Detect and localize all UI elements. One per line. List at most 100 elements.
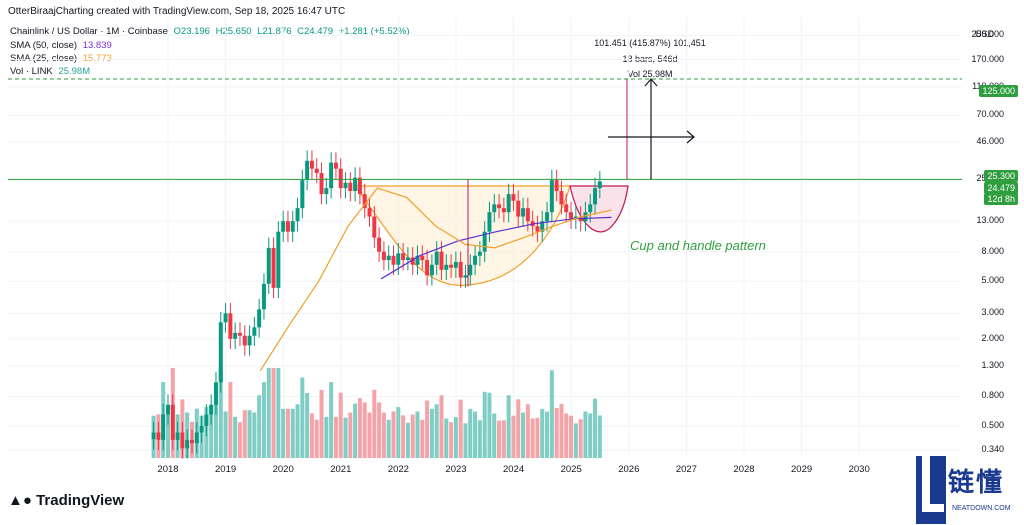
x-tick-label: 2024 [503, 464, 525, 475]
volume-bar [487, 392, 492, 458]
candle-body [588, 204, 593, 213]
candle-body [559, 191, 564, 205]
volume-bar [386, 419, 391, 458]
volume-bar [564, 413, 569, 458]
volume-bar [597, 415, 602, 458]
candle-body [314, 168, 319, 173]
candle-body [453, 261, 458, 268]
candle-body [209, 404, 214, 415]
timer-tag: 12d 8h [984, 193, 1018, 205]
volume-bar [492, 413, 497, 458]
volume-bar [549, 370, 554, 458]
volume-bar [535, 417, 540, 458]
candle-body [276, 231, 281, 288]
volume-bar [372, 389, 377, 458]
y-tick-label: 1.300 [981, 359, 1004, 370]
candle-body [420, 255, 425, 261]
chart-credit: OtterBiraajCharting created with Trading… [8, 6, 346, 17]
candle-body [223, 313, 228, 323]
volume-bar [578, 419, 583, 458]
candle-body [233, 332, 238, 339]
candle-body [242, 335, 247, 346]
volume-bar [410, 414, 415, 458]
volume-bar [285, 408, 290, 458]
candle-body [597, 181, 602, 189]
projection-arrows [467, 78, 695, 287]
arrow-up-icon [644, 78, 658, 87]
volume-legend[interactable]: Vol · LINK 25.98M [10, 66, 93, 77]
candle-body [199, 425, 204, 433]
watermark-subtext: NEATDOWN.COM [952, 505, 1011, 512]
volume-bar [401, 415, 406, 458]
candle-body [372, 216, 377, 238]
candle-body [396, 253, 401, 265]
measure-line1: 101.451 (415.87%) 101,451 [594, 38, 706, 48]
candle-body [175, 432, 180, 440]
candle-body [549, 180, 554, 213]
candle-body [381, 251, 386, 261]
sma50-label: SMA (50, close) [10, 40, 78, 51]
sma25-line [259, 187, 612, 372]
volume-bar [223, 411, 228, 458]
candle-body [545, 212, 550, 222]
candle-body [324, 188, 329, 195]
candle-body [535, 226, 540, 232]
currency-label: USD [974, 29, 994, 39]
candle-body [569, 212, 574, 219]
change-value: +1.281 (+5.52%) [338, 26, 410, 37]
candle-body [410, 257, 415, 265]
volume-bar [525, 404, 530, 458]
candle-body [492, 204, 497, 213]
candle-body [319, 172, 324, 195]
candle-body [329, 162, 334, 189]
candle-body [338, 168, 343, 189]
volume-bar [405, 422, 410, 458]
open-value: O23.196 [173, 26, 210, 37]
y-tick-label: 0.500 [981, 419, 1004, 430]
volume-bar [420, 419, 425, 458]
symbol-label: Chainlink / US Dollar · 1M · Coinbase [10, 26, 168, 37]
volume-bar [329, 382, 334, 458]
candle-body [429, 264, 434, 276]
x-tick-label: 2022 [387, 464, 409, 475]
volume-bar [396, 407, 401, 458]
volume-bar [583, 411, 588, 458]
volume-bar [540, 408, 545, 458]
volume-bar [521, 412, 526, 458]
candle-body [525, 208, 530, 222]
candle-body [449, 264, 454, 268]
volume-bar [218, 368, 223, 458]
volume-bar [300, 377, 305, 458]
close-value: C24.479 [297, 26, 334, 37]
candle-body [237, 332, 242, 336]
candle-body [257, 309, 262, 328]
volume-bar [213, 387, 218, 458]
volume-bar [458, 399, 463, 458]
sma25-legend[interactable]: SMA (25, close) 15.773 [10, 53, 115, 64]
volume-bar [257, 395, 262, 458]
sma50-legend[interactable]: SMA (50, close) 13.839 [10, 40, 115, 51]
y-tick-label: 5.000 [981, 275, 1004, 286]
candle-body [593, 188, 598, 205]
candle-body [377, 237, 382, 252]
candle-body [151, 432, 156, 440]
candle-body [218, 322, 223, 383]
volume-bar [276, 368, 281, 458]
candle-body [161, 414, 166, 440]
volume-bar [367, 412, 372, 458]
volume-bar [415, 411, 420, 458]
volume-bar [545, 411, 550, 458]
sma50-line [380, 216, 612, 280]
tradingview-logo[interactable]: ▲● TradingView [8, 492, 124, 509]
volume-bar [324, 416, 329, 458]
volume-bar [501, 420, 506, 458]
candle-body [348, 182, 353, 192]
target-price-tag: 125.000 [979, 85, 1018, 97]
volume-bar [559, 403, 564, 458]
volume-bar [252, 412, 257, 458]
tv-icon: ▲● [8, 492, 37, 509]
low-value: L21.876 [257, 26, 292, 37]
volume-bar [261, 382, 266, 458]
